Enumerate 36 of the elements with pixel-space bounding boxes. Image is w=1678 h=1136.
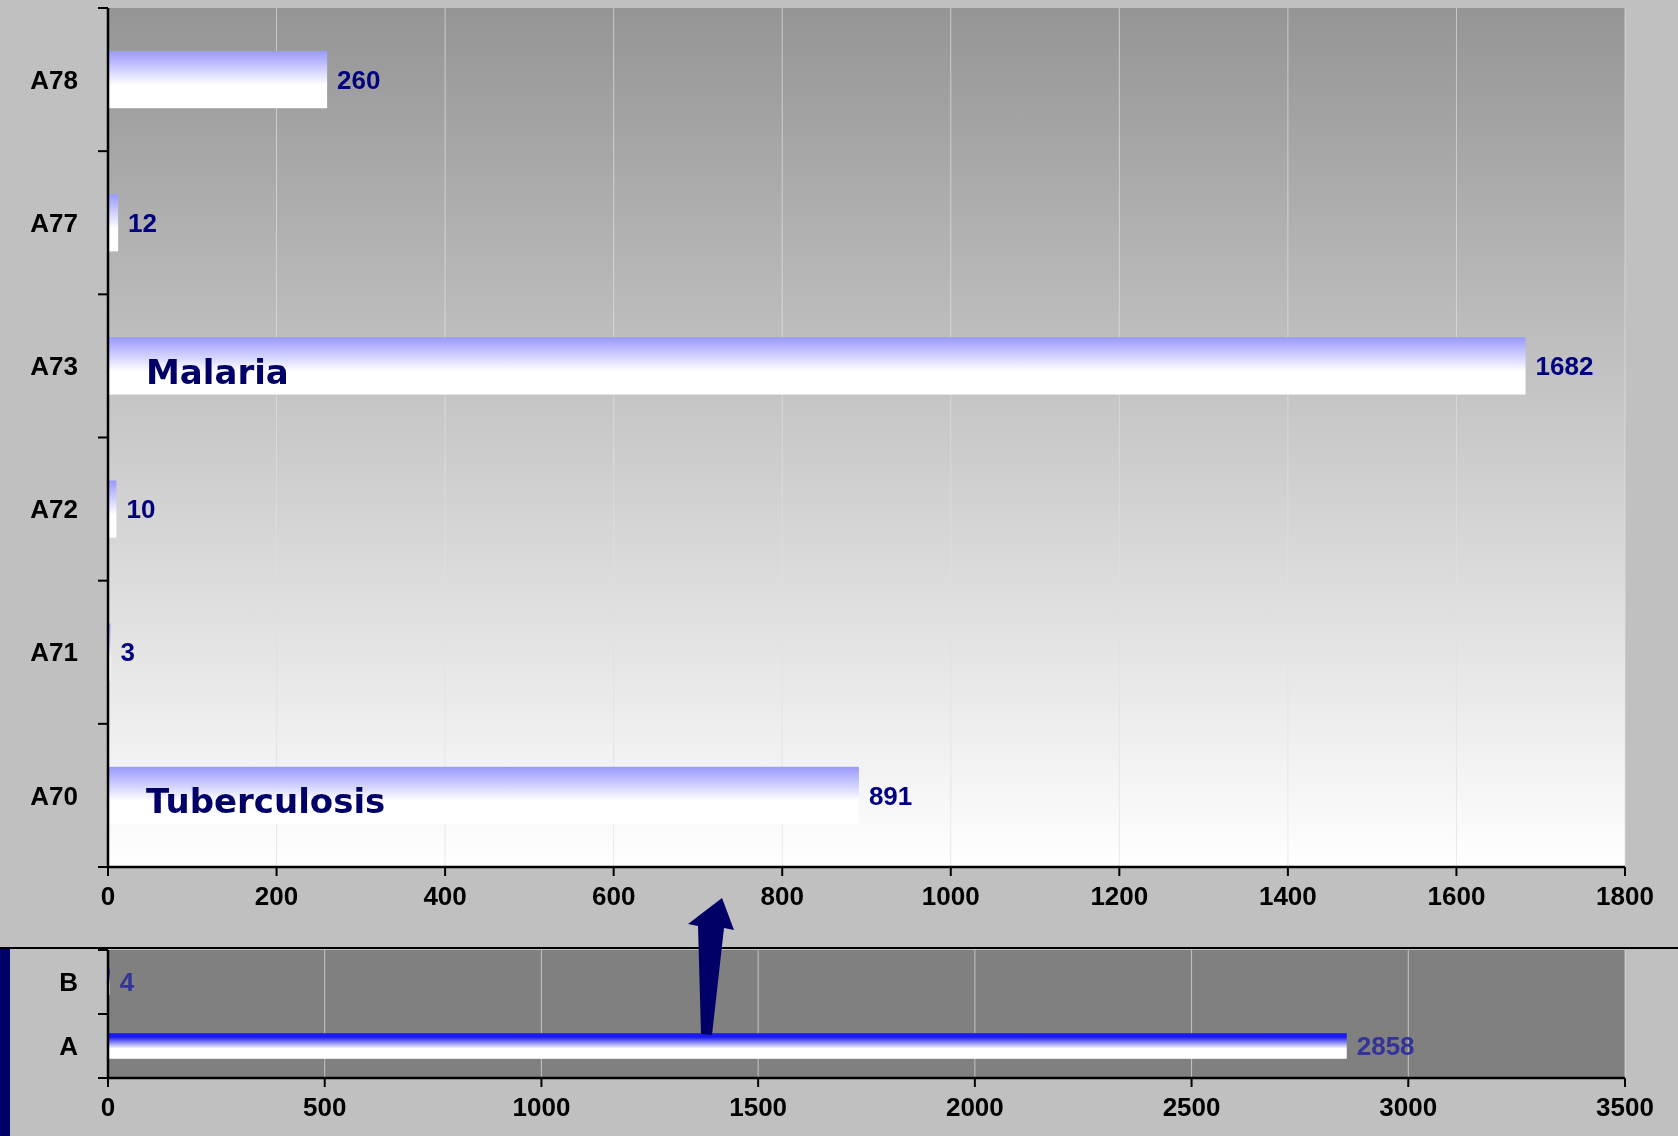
x-tick-label: 800	[760, 881, 804, 911]
x-tick-label: 200	[254, 881, 299, 911]
x-tick-label: 1600	[1427, 881, 1486, 911]
y-tick-label: A70	[30, 780, 78, 811]
y-tick-label: A72	[30, 494, 78, 525]
y-tick-label: A78	[30, 64, 78, 95]
x-tick-label: 600	[591, 881, 636, 911]
x-tick-label: 1800	[1596, 881, 1654, 911]
x-tick-label: 3500	[1596, 1092, 1654, 1122]
x-tick-label: 1000	[921, 881, 980, 911]
x-tick-label: 2000	[945, 1092, 1004, 1122]
data-label: 2858	[1356, 1031, 1415, 1062]
x-tick-label: 1000	[512, 1092, 571, 1122]
x-tick-label: 1500	[729, 1092, 788, 1122]
x-tick-label: 2500	[1162, 1092, 1221, 1122]
y-tick-label: A	[59, 1031, 79, 1062]
data-label: 12	[128, 207, 158, 238]
data-label: 10	[126, 494, 156, 525]
annotation: Malaria	[146, 351, 289, 392]
y-tick-label: A71	[30, 637, 78, 668]
data-label: 4	[119, 967, 135, 998]
data-label: 1682	[1535, 351, 1594, 382]
data-label: 260	[337, 64, 381, 95]
data-label: 891	[868, 780, 913, 811]
x-tick-label: 0	[100, 1092, 116, 1122]
x-tick-label: 500	[303, 1092, 347, 1122]
data-label: 3	[120, 637, 135, 668]
y-tick-label: A73	[30, 351, 78, 382]
x-tick-label: 0	[100, 881, 116, 911]
annotation: Tuberculosis	[146, 781, 386, 822]
x-tick-label: 1200	[1090, 881, 1149, 911]
x-tick-label: 400	[423, 881, 467, 911]
x-tick-label: 3000	[1379, 1092, 1438, 1122]
y-tick-label: A77	[30, 207, 78, 238]
y-tick-label: B	[59, 967, 78, 998]
x-tick-label: 1400	[1258, 881, 1317, 911]
